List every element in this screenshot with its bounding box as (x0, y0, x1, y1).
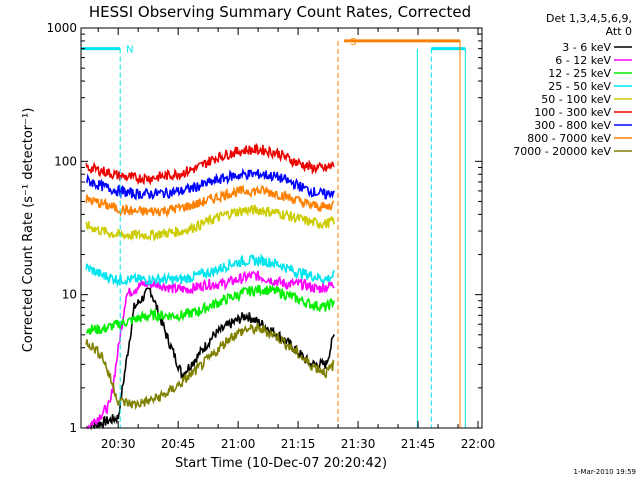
y-tick-label: 1 (69, 421, 77, 435)
legend-label-4: 25 - 50 keV (548, 80, 611, 93)
chart-title: HESSI Observing Summary Count Rates, Cor… (89, 3, 471, 21)
x-tick-label: 21:30 (341, 437, 376, 451)
series-line-4 (85, 253, 335, 288)
legend-header-line-1: Det 1,3,4,5,6,9, (546, 12, 632, 25)
legend-label-2: 6 - 12 keV (555, 54, 611, 67)
series-line-8 (85, 184, 335, 219)
x-axis-label: Start Time (10-Dec-07 20:20:42) (175, 456, 387, 471)
y-axis-label: Corrected Count Rate (s⁻¹ detector⁻¹) (21, 108, 36, 353)
y-tick-label: 100 (54, 154, 77, 168)
x-tick-label: 22:00 (461, 437, 496, 451)
series-line-6 (85, 142, 335, 186)
legend-label-5: 50 - 100 keV (541, 93, 611, 106)
x-tick-label: 21:00 (221, 437, 256, 451)
legend-label-1: 3 - 6 keV (562, 41, 611, 54)
legend-label-7: 300 - 800 keV (534, 119, 611, 132)
x-tick-label: 20:30 (101, 437, 136, 451)
x-tick-label: 21:15 (281, 437, 316, 451)
series-line-3 (85, 283, 335, 335)
footer-date: 1-Mar-2010 19:59 (574, 468, 636, 476)
y-tick-label: 1000 (46, 21, 77, 35)
legend-label-8: 800 - 7000 keV (527, 132, 611, 145)
legend-label-3: 12 - 25 keV (548, 67, 611, 80)
annotation-2: S (350, 37, 356, 48)
legend-header-line-2: Att 0 (606, 25, 632, 38)
series-line-9 (85, 322, 335, 411)
plot-area: NS (81, 37, 466, 431)
x-tick-label: 20:45 (161, 437, 196, 451)
annotation-1: N (126, 45, 133, 56)
legend-label-6: 100 - 300 keV (534, 106, 611, 119)
legend-label-9: 7000 - 20000 keV (513, 145, 611, 158)
axes: 1 10 100 1000 20:30 20:45 21:00 21:15 21:30 21:45… (46, 21, 495, 451)
series-line-7 (85, 167, 335, 201)
y-tick-label: 10 (62, 288, 77, 302)
series-line-2 (85, 270, 335, 430)
x-tick-label: 21:45 (401, 437, 436, 451)
series-line-5 (85, 204, 335, 242)
plot-frame (80, 27, 483, 429)
